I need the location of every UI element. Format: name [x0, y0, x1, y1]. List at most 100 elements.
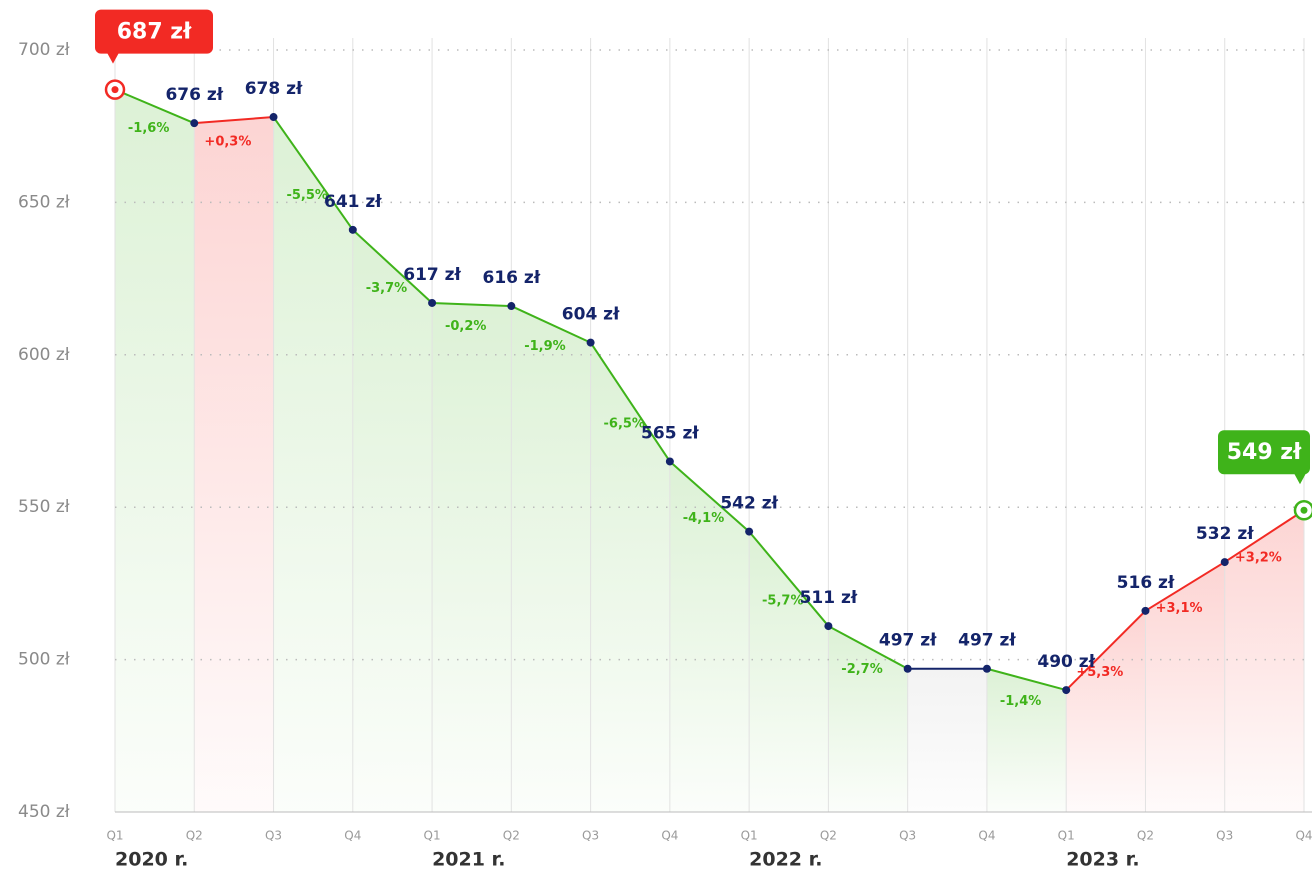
year-label: 2022 r.: [749, 849, 822, 871]
year-label: 2021 r.: [432, 849, 505, 871]
line-segment: [114, 88, 195, 125]
y-tick-label: 600 zł: [18, 345, 70, 365]
change-label: +5,3%: [1076, 665, 1123, 680]
line-segment: [1144, 561, 1226, 612]
value-label: 497 zł: [958, 631, 1016, 651]
line-segment: [432, 301, 512, 308]
point: [1141, 606, 1150, 615]
point: [665, 457, 674, 466]
line-segment: [1224, 509, 1305, 563]
line-segment: [986, 667, 1067, 692]
x-tick-label: Q2: [820, 829, 837, 843]
change-label: -4,1%: [683, 511, 724, 526]
change-label: -1,4%: [1000, 694, 1041, 709]
area-fill: [1224, 510, 1304, 812]
line-segment: [589, 342, 671, 463]
line-segment: [748, 530, 830, 627]
area-fill: [511, 306, 591, 812]
point: [982, 664, 991, 673]
point: [1300, 506, 1308, 514]
x-tick-label: Q3: [582, 829, 599, 843]
line-segment: [272, 116, 354, 231]
x-tick-label: Q3: [899, 829, 916, 843]
area-fill: [590, 342, 670, 812]
badge-pointer: [107, 52, 119, 64]
point: [1220, 558, 1229, 567]
x-tick-label: Q1: [741, 829, 758, 843]
value-label: 641 zł: [324, 192, 382, 212]
area-fill: [907, 668, 987, 812]
x-tick-label: Q3: [265, 829, 282, 843]
point: [586, 338, 595, 347]
x-tick-label: Q1: [424, 829, 441, 843]
x-tick-label: Q4: [661, 829, 678, 843]
badge-label: 549 zł: [1227, 440, 1302, 465]
line-segment: [352, 229, 433, 304]
point: [111, 86, 119, 94]
year-label: 2023 r.: [1066, 849, 1139, 871]
badge: [95, 9, 213, 54]
year-label: 2020 r.: [115, 849, 188, 871]
point: [348, 225, 357, 234]
x-tick-label: Q2: [1137, 829, 1154, 843]
area-fill: [1145, 562, 1225, 812]
value-label: 490 zł: [1037, 652, 1095, 672]
y-tick-label: 450 zł: [18, 802, 70, 822]
area-fill: [194, 117, 274, 812]
x-tick-label: Q2: [186, 829, 203, 843]
point: [507, 302, 516, 311]
line-segment: [669, 460, 750, 533]
point: [824, 622, 833, 631]
y-tick-label: 550 zł: [18, 497, 70, 517]
value-label: 565 zł: [641, 423, 699, 443]
y-tick-label: 700 zł: [18, 40, 70, 60]
point: [190, 119, 199, 128]
value-label: 516 zł: [1117, 573, 1175, 593]
change-label: +3,2%: [1235, 551, 1282, 566]
area-fill: [115, 89, 195, 812]
change-label: -5,5%: [286, 188, 327, 203]
area-fill: [273, 117, 353, 812]
y-tick-label: 500 zł: [18, 650, 70, 670]
value-label: 616 zł: [483, 268, 541, 288]
point: [1062, 686, 1071, 695]
badge-pointer: [1294, 473, 1306, 485]
value-label: 678 zł: [245, 79, 303, 99]
value-label: 511 zł: [800, 588, 858, 608]
change-label: -5,7%: [762, 593, 803, 608]
change-label: +3,1%: [1156, 601, 1203, 616]
area-fill: [352, 229, 433, 812]
x-tick-label: Q4: [344, 829, 361, 843]
area-fill: [986, 668, 1067, 812]
value-label: 532 zł: [1196, 524, 1254, 544]
value-label: 617 zł: [403, 265, 461, 285]
value-label: 497 zł: [879, 631, 937, 651]
area-fill: [1066, 610, 1146, 812]
area-fill: [432, 302, 512, 812]
x-tick-label: Q1: [1058, 829, 1075, 843]
change-label: -1,6%: [128, 121, 169, 136]
change-label: -3,7%: [366, 281, 407, 296]
y-tick-label: 650 zł: [18, 192, 70, 212]
point: [269, 113, 278, 122]
x-tick-label: Q4: [1295, 829, 1312, 843]
change-label: -0,2%: [445, 319, 486, 334]
area-fill: [749, 531, 829, 812]
x-tick-label: Q4: [978, 829, 995, 843]
change-label: -1,9%: [524, 339, 565, 354]
area-fill: [669, 461, 750, 812]
x-tick-label: Q1: [106, 829, 123, 843]
x-tick-label: Q2: [503, 829, 520, 843]
line-segment: [510, 305, 592, 344]
point: [428, 298, 437, 307]
value-label: 604 zł: [562, 305, 620, 325]
line-segment: [1065, 610, 1147, 691]
point: [903, 664, 912, 673]
badge-label: 687 zł: [117, 20, 192, 45]
change-label: -2,7%: [841, 662, 882, 677]
change-label: +0,3%: [204, 135, 251, 150]
value-label: 676 zł: [165, 85, 223, 105]
x-tick-label: Q3: [1216, 829, 1233, 843]
line-segment: [827, 625, 909, 670]
